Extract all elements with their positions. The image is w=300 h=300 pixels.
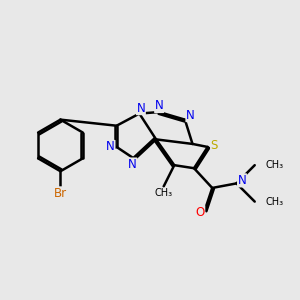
- Text: Br: Br: [54, 187, 67, 200]
- Text: O: O: [196, 206, 205, 219]
- Text: N: N: [238, 174, 246, 187]
- Text: N: N: [136, 102, 145, 115]
- Text: S: S: [211, 139, 218, 152]
- Text: N: N: [155, 100, 164, 112]
- Text: N: N: [186, 109, 195, 122]
- Text: N: N: [106, 140, 115, 154]
- Text: CH₃: CH₃: [154, 188, 173, 198]
- Text: N: N: [128, 158, 137, 171]
- Text: CH₃: CH₃: [265, 196, 284, 207]
- Text: CH₃: CH₃: [265, 160, 284, 170]
